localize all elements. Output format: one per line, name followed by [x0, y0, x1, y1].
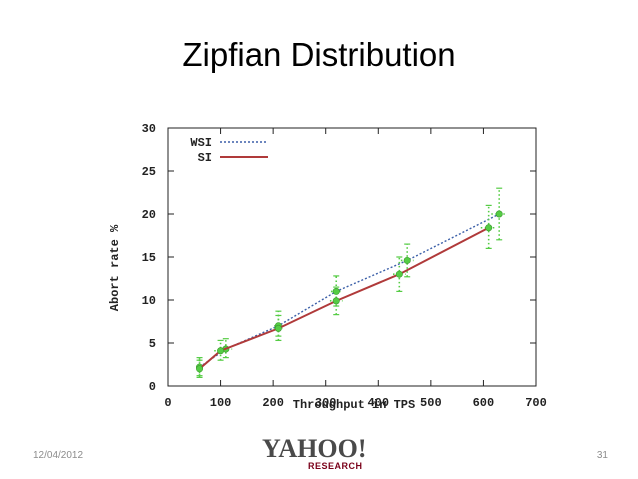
series-line-si [198, 226, 490, 370]
y-tick-label: 30 [142, 122, 156, 136]
logo-wordmark: YAHOO! [262, 434, 367, 463]
data-point-si [274, 324, 282, 332]
data-point-wsi [495, 210, 503, 218]
y-tick-label: 10 [142, 294, 156, 308]
legend-label-wsi: WSI [190, 136, 212, 150]
y-axis-label: Abort rate % [108, 224, 122, 311]
yahoo-research-logo: YAHOO! RESEARCH [262, 436, 382, 474]
chart-svg: Abort rate % Throughput in TPS 0 5 10 15 20 2… [108, 122, 547, 412]
abort-rate-chart: Abort rate % Throughput in TPS 0 5 10 15 20 2… [104, 118, 556, 414]
page-number: 31 [596, 450, 608, 461]
x-axis-label: Throughput in TPS [293, 398, 415, 412]
x-tick-label: 500 [420, 396, 442, 410]
y-tick-label: 5 [149, 337, 156, 351]
y-tick-label: 0 [149, 380, 156, 394]
footer-date: 12/04/2012 [33, 450, 84, 461]
x-tick-label: 400 [367, 396, 389, 410]
x-tick-label: 100 [210, 396, 232, 410]
y-tick-label: 25 [142, 165, 156, 179]
data-point-si [332, 297, 340, 305]
y-tick-label: 15 [142, 251, 156, 265]
x-tick-label: 700 [525, 396, 547, 410]
x-tick-label: 600 [473, 396, 495, 410]
data-point-si [485, 224, 493, 232]
legend-label-si: SI [198, 151, 212, 165]
y-tick-label: 20 [142, 208, 156, 222]
x-tick-label: 300 [315, 396, 337, 410]
data-point-si [395, 270, 403, 278]
series-line-wsi [199, 213, 500, 368]
x-tick-label: 200 [262, 396, 284, 410]
x-tick-label: 0 [164, 396, 171, 410]
data-point-wsi [403, 256, 411, 264]
data-point-si [217, 347, 225, 355]
slide-title: Zipfian Distribution [182, 36, 456, 73]
data-point-si [196, 365, 204, 373]
logo-subtitle: RESEARCH [308, 461, 363, 471]
